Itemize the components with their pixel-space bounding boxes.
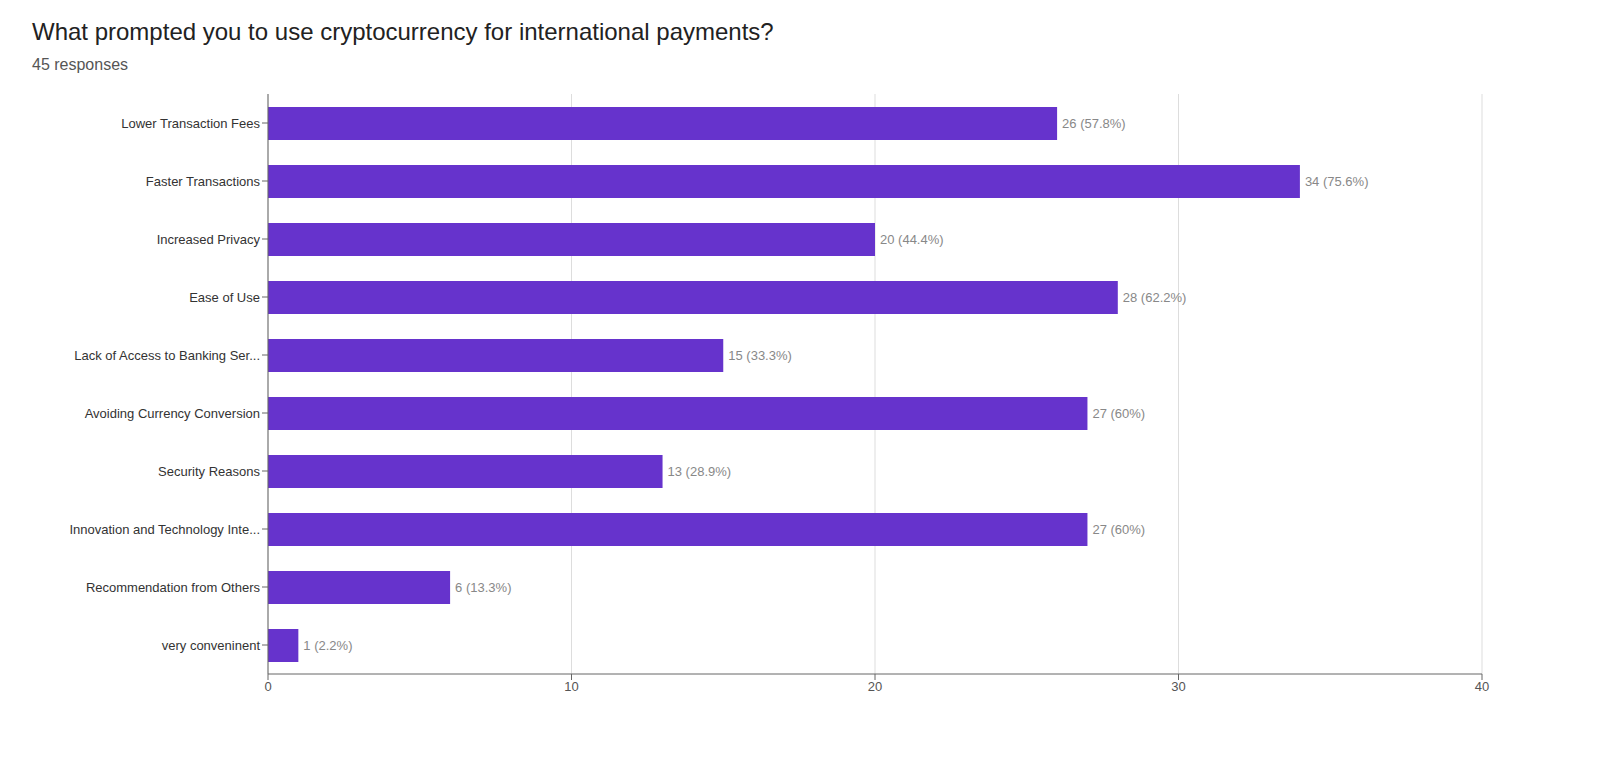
svg-text:28 (62.2%): 28 (62.2%) xyxy=(1123,290,1187,305)
svg-text:20 (44.4%): 20 (44.4%) xyxy=(880,232,944,247)
html-text:45 responses: 45 responses xyxy=(32,56,129,73)
svg-text:15 (33.3%): 15 (33.3%) xyxy=(728,348,792,363)
svg-text:very conveninent: very conveninent xyxy=(162,638,261,653)
svg-text:Recommendation from Others: Recommendation from Others xyxy=(86,580,261,595)
svg-text:Lack of Access to Banking Ser.: Lack of Access to Banking Ser... xyxy=(74,348,260,363)
svg-text:Ease of Use: Ease of Use xyxy=(189,290,260,305)
svg-text:27 (60%): 27 (60%) xyxy=(1092,522,1145,537)
svg-text:10: 10 xyxy=(564,679,578,694)
svg-text:Lower Transaction Fees: Lower Transaction Fees xyxy=(121,116,260,131)
svg-text:Increased Privacy: Increased Privacy xyxy=(157,232,261,247)
svg-text:13 (28.9%): 13 (28.9%) xyxy=(668,464,732,479)
svg-text:30: 30 xyxy=(1171,679,1185,694)
svg-text:Security Reasons: Security Reasons xyxy=(158,464,260,479)
svg-text:6 (13.3%): 6 (13.3%) xyxy=(455,580,511,595)
svg-text:Avoiding Currency Conversion: Avoiding Currency Conversion xyxy=(85,406,260,421)
svg-text:20: 20 xyxy=(868,679,882,694)
svg-text:1 (2.2%): 1 (2.2%) xyxy=(303,638,352,653)
svg-text:Innovation and Technology Inte: Innovation and Technology Inte... xyxy=(69,522,260,537)
svg-text:0: 0 xyxy=(264,679,271,694)
svg-text:Faster Transactions: Faster Transactions xyxy=(146,174,261,189)
svg-text:27 (60%): 27 (60%) xyxy=(1092,406,1145,421)
svg-text:40: 40 xyxy=(1475,679,1489,694)
svg-text:34 (75.6%): 34 (75.6%) xyxy=(1305,174,1369,189)
html-text:What prompted you to use crypt: What prompted you to use cryptocurrency … xyxy=(32,18,774,45)
svg-text:26 (57.8%): 26 (57.8%) xyxy=(1062,116,1126,131)
